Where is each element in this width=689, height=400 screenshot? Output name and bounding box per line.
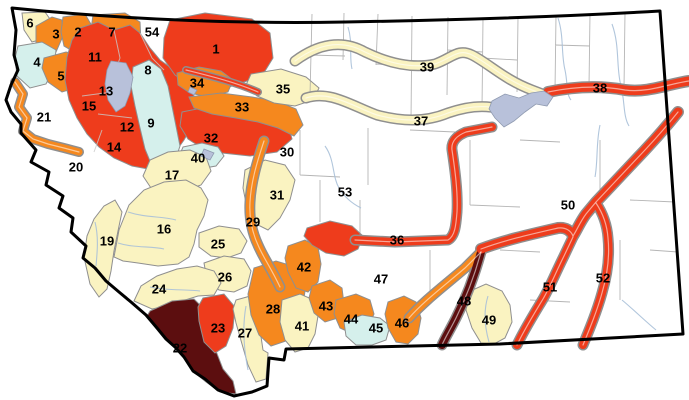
region-19[interactable] <box>83 199 123 298</box>
region-label-49: 49 <box>482 313 496 328</box>
region-label-27: 27 <box>238 326 252 341</box>
region-label-13: 13 <box>99 84 113 99</box>
region-label-3: 3 <box>52 27 59 42</box>
region-label-17: 17 <box>165 168 179 183</box>
region-label-44: 44 <box>344 312 359 327</box>
region-label-53: 53 <box>338 185 352 200</box>
region-label-52: 52 <box>596 271 610 286</box>
region-label-16: 16 <box>157 222 171 237</box>
region-label-9: 9 <box>147 116 154 131</box>
region-41[interactable] <box>279 293 319 353</box>
region-label-46: 46 <box>395 316 409 331</box>
canyon-ferry-lake <box>200 148 215 161</box>
lakes <box>104 60 554 161</box>
region-label-22: 22 <box>173 341 187 356</box>
region-label-48: 48 <box>457 294 471 309</box>
region-label-4: 4 <box>33 55 41 70</box>
region-label-29: 29 <box>246 215 260 230</box>
region-label-35: 35 <box>276 82 290 97</box>
region-23[interactable] <box>197 293 236 354</box>
region-label-33: 33 <box>235 100 249 115</box>
region-label-40: 40 <box>191 151 205 166</box>
region-label-15: 15 <box>82 99 96 114</box>
region-label-6: 6 <box>26 16 33 31</box>
region-label-39: 39 <box>420 60 434 75</box>
region-label-23: 23 <box>211 321 225 336</box>
fort-peck-lake <box>488 90 554 128</box>
region-label-21: 21 <box>37 110 51 125</box>
region-label-51: 51 <box>543 280 557 295</box>
region-49[interactable] <box>465 283 513 345</box>
region-label-1: 1 <box>212 42 219 57</box>
region-16[interactable] <box>113 179 209 267</box>
region-label-43: 43 <box>319 299 333 314</box>
region-label-12: 12 <box>120 120 134 135</box>
region-label-31: 31 <box>270 188 284 203</box>
region-label-45: 45 <box>369 321 383 336</box>
region-label-37: 37 <box>414 114 428 129</box>
flathead-lake <box>104 60 134 113</box>
region-label-2: 2 <box>74 25 81 40</box>
region-polygons <box>14 11 513 395</box>
region-label-28: 28 <box>266 302 280 317</box>
region-label-30: 30 <box>280 145 294 160</box>
region-label-41: 41 <box>295 319 309 334</box>
region-label-50: 50 <box>561 198 575 213</box>
region-label-7: 7 <box>108 25 115 40</box>
region-labels: 1234567891112131415161719202122232425262… <box>26 16 610 356</box>
region-label-25: 25 <box>211 237 225 252</box>
region-label-14: 14 <box>107 140 122 155</box>
region-label-38: 38 <box>593 81 607 96</box>
region-label-20: 20 <box>69 160 83 175</box>
region-45[interactable] <box>343 314 391 346</box>
region-label-5: 5 <box>57 69 64 84</box>
region-25[interactable] <box>198 225 248 259</box>
region-label-36: 36 <box>390 233 404 248</box>
region-label-19: 19 <box>100 234 114 249</box>
region-label-32: 32 <box>204 131 218 146</box>
region-label-11: 11 <box>88 50 102 65</box>
region-label-47: 47 <box>374 272 388 287</box>
region-36-headwater[interactable] <box>303 220 364 257</box>
region-label-42: 42 <box>297 260 311 275</box>
region-label-24: 24 <box>152 282 167 297</box>
region-label-8: 8 <box>144 63 151 78</box>
tiber-reservoir <box>187 86 198 96</box>
region-33[interactable] <box>188 92 304 137</box>
region-label-34: 34 <box>190 76 205 91</box>
region-label-26: 26 <box>218 270 232 285</box>
region-label-54: 54 <box>145 25 160 40</box>
